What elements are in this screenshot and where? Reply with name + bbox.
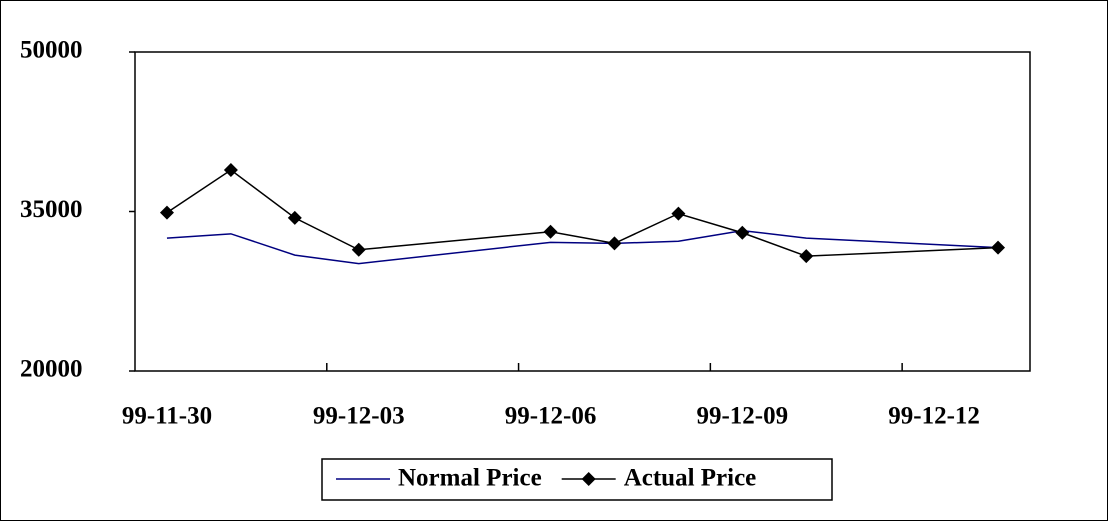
point-marker xyxy=(223,163,238,178)
legend-label: Normal Price xyxy=(398,465,542,492)
point-marker xyxy=(159,205,174,220)
y-tick-label: 35000 xyxy=(20,196,83,223)
x-tick-label: 99-12-03 xyxy=(313,403,405,430)
y-tick-label: 20000 xyxy=(20,356,83,383)
point-marker xyxy=(351,242,366,257)
point-marker xyxy=(991,240,1006,255)
x-tick-label: 99-12-06 xyxy=(505,403,597,430)
point-marker xyxy=(735,225,750,240)
point-marker xyxy=(607,236,622,251)
series-line xyxy=(166,229,999,265)
point-marker xyxy=(671,206,686,221)
x-tick-label: 99-12-12 xyxy=(888,403,980,430)
point-marker xyxy=(543,224,558,239)
point-marker xyxy=(287,210,302,225)
x-tick-label: 99-11-30 xyxy=(122,403,212,430)
x-tick-label: 99-12-09 xyxy=(696,403,788,430)
series-line xyxy=(166,169,999,257)
y-tick-label: 50000 xyxy=(20,37,83,64)
legend-marker xyxy=(581,472,596,486)
point-marker xyxy=(799,249,814,264)
legend-label: Actual Price xyxy=(624,465,757,492)
